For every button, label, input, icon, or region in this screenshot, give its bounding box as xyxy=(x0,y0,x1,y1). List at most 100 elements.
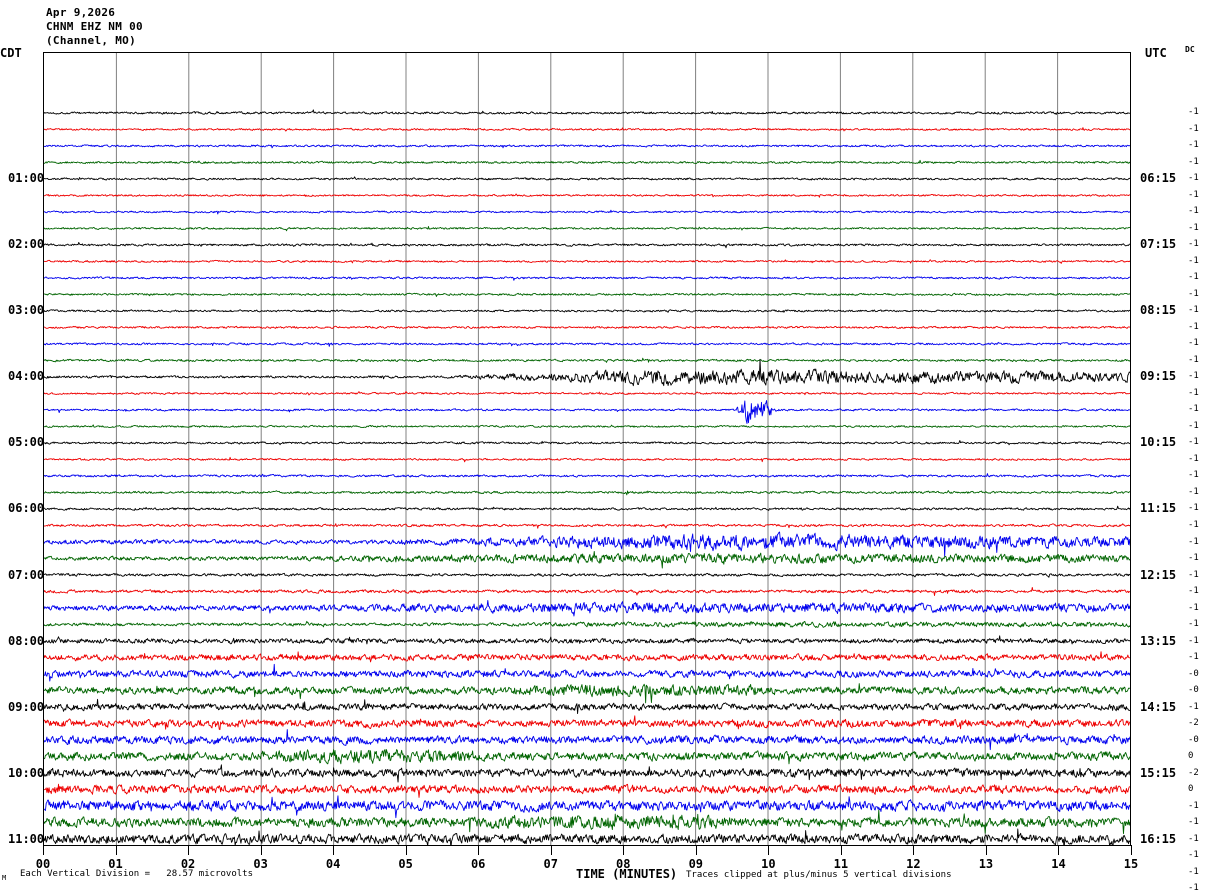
left-time-label: 05:00 xyxy=(8,435,45,450)
dc-value: -1 xyxy=(1188,305,1199,316)
dc-value: -1 xyxy=(1188,272,1199,283)
dc-value: -1 xyxy=(1188,883,1199,893)
dc-value: -1 xyxy=(1188,553,1199,564)
x-tick-major xyxy=(43,846,44,855)
x-tick-major xyxy=(115,846,117,855)
x-tick-label: 10 xyxy=(761,857,776,871)
left-time-label: 10:00 xyxy=(8,765,45,780)
x-axis-title: TIME (MINUTES) xyxy=(576,867,678,881)
seismogram-plot[interactable] xyxy=(43,52,1131,845)
dc-value: -1 xyxy=(1188,189,1199,200)
header-network: (Channel, MO) xyxy=(46,34,136,47)
left-time-label: 03:00 xyxy=(8,303,45,318)
x-tick-major xyxy=(840,846,842,855)
dc-value: -1 xyxy=(1188,288,1199,299)
dc-value: -1 xyxy=(1188,156,1199,167)
dc-value: -1 xyxy=(1188,486,1199,497)
left-time-label: 01:00 xyxy=(8,171,45,186)
x-axis-line xyxy=(43,845,1132,846)
right-time-label: 13:15 xyxy=(1140,633,1177,648)
right-time-label: 10:15 xyxy=(1140,435,1177,450)
dc-value: -1 xyxy=(1188,107,1199,117)
dc-value: -1 xyxy=(1188,569,1199,580)
dc-value: -1 xyxy=(1188,123,1199,134)
x-tick-major xyxy=(695,846,697,855)
dc-value: -1 xyxy=(1188,866,1199,877)
right-time-label: 06:15 xyxy=(1140,171,1177,186)
dc-value: -1 xyxy=(1188,701,1199,712)
x-tick-major xyxy=(913,846,915,855)
right-time-label: 07:15 xyxy=(1140,237,1177,252)
dc-column-header: DC xyxy=(1185,45,1195,54)
left-time-label: 04:00 xyxy=(8,369,45,384)
dc-value: -1 xyxy=(1188,420,1199,431)
x-tick-label: 01 xyxy=(108,857,123,871)
x-tick-label: 08 xyxy=(616,857,631,871)
x-tick-label: 11 xyxy=(833,857,849,871)
vertical-division-note: Each Vertical Division = 28.57 microvolt… xyxy=(20,869,253,879)
dc-value: -1 xyxy=(1188,437,1199,448)
left-time-label: 08:00 xyxy=(8,633,45,648)
dc-value: 0 xyxy=(1188,751,1194,762)
dc-value: -1 xyxy=(1188,503,1199,514)
left-time-label: 11:00 xyxy=(8,831,45,846)
right-time-label: 09:15 xyxy=(1140,369,1177,384)
dc-value: -1 xyxy=(1188,470,1199,481)
right-time-label: 12:15 xyxy=(1140,567,1177,582)
dc-value: -1 xyxy=(1188,800,1199,811)
dc-value: -1 xyxy=(1188,520,1199,530)
dc-value: -1 xyxy=(1188,222,1199,233)
plot-gridlines xyxy=(115,53,1059,845)
header-date: Apr 9,2026 xyxy=(46,6,116,19)
dc-value: 0 xyxy=(1188,784,1194,795)
dc-value: -1 xyxy=(1188,536,1199,547)
x-tick-major xyxy=(1058,846,1060,855)
dc-value: -1 xyxy=(1188,635,1199,646)
x-tick-major xyxy=(478,846,480,855)
x-tick-major xyxy=(1131,846,1132,855)
plot-traces xyxy=(44,109,1130,845)
dc-value: -1 xyxy=(1188,354,1199,365)
dc-value: -1 xyxy=(1188,255,1199,266)
x-tick-label: 07 xyxy=(543,857,558,871)
dc-value: -1 xyxy=(1188,404,1199,415)
dc-value: -1 xyxy=(1188,321,1199,332)
x-tick-label: 04 xyxy=(325,857,341,871)
dc-value: -1 xyxy=(1188,453,1199,464)
dc-value: -1 xyxy=(1188,206,1199,217)
x-tick-major xyxy=(985,846,987,855)
dc-value: -0 xyxy=(1188,685,1199,696)
right-time-label: 11:15 xyxy=(1140,501,1177,516)
x-tick-label: 00 xyxy=(35,857,51,871)
header-channel-code: CHNM EHZ NM 00 xyxy=(46,20,143,33)
x-tick-label: 05 xyxy=(398,857,413,871)
x-tick-major xyxy=(188,846,190,855)
dc-value: -1 xyxy=(1188,140,1199,151)
left-time-label: 09:00 xyxy=(8,699,45,714)
x-tick-major xyxy=(550,846,552,855)
left-time-label: 07:00 xyxy=(8,567,45,582)
dc-value: -1 xyxy=(1188,817,1199,828)
dc-value: -2 xyxy=(1188,718,1199,729)
x-tick-label: 14 xyxy=(1051,857,1066,871)
dc-value: -1 xyxy=(1188,833,1199,844)
x-tick-major xyxy=(333,846,335,855)
x-tick-major xyxy=(768,846,770,855)
dc-value: -0 xyxy=(1188,668,1199,679)
x-tick-major xyxy=(260,846,262,855)
x-tick-label: 03 xyxy=(253,857,268,871)
dc-value: -1 xyxy=(1188,387,1199,398)
x-tick-label: 12 xyxy=(906,857,921,871)
dc-value: -1 xyxy=(1188,850,1199,861)
left-time-label: 02:00 xyxy=(8,237,45,252)
x-tick-label: 02 xyxy=(180,857,196,871)
dc-value: -1 xyxy=(1188,173,1199,184)
x-tick-label: 09 xyxy=(688,857,704,871)
right-timezone-label: UTC xyxy=(1145,46,1167,60)
dc-value: -1 xyxy=(1188,586,1199,597)
x-tick-major xyxy=(623,846,625,855)
x-tick-label: 13 xyxy=(978,857,994,871)
dc-value: -1 xyxy=(1188,338,1199,349)
dc-value: -0 xyxy=(1188,734,1199,745)
left-time-label: 06:00 xyxy=(8,501,45,516)
